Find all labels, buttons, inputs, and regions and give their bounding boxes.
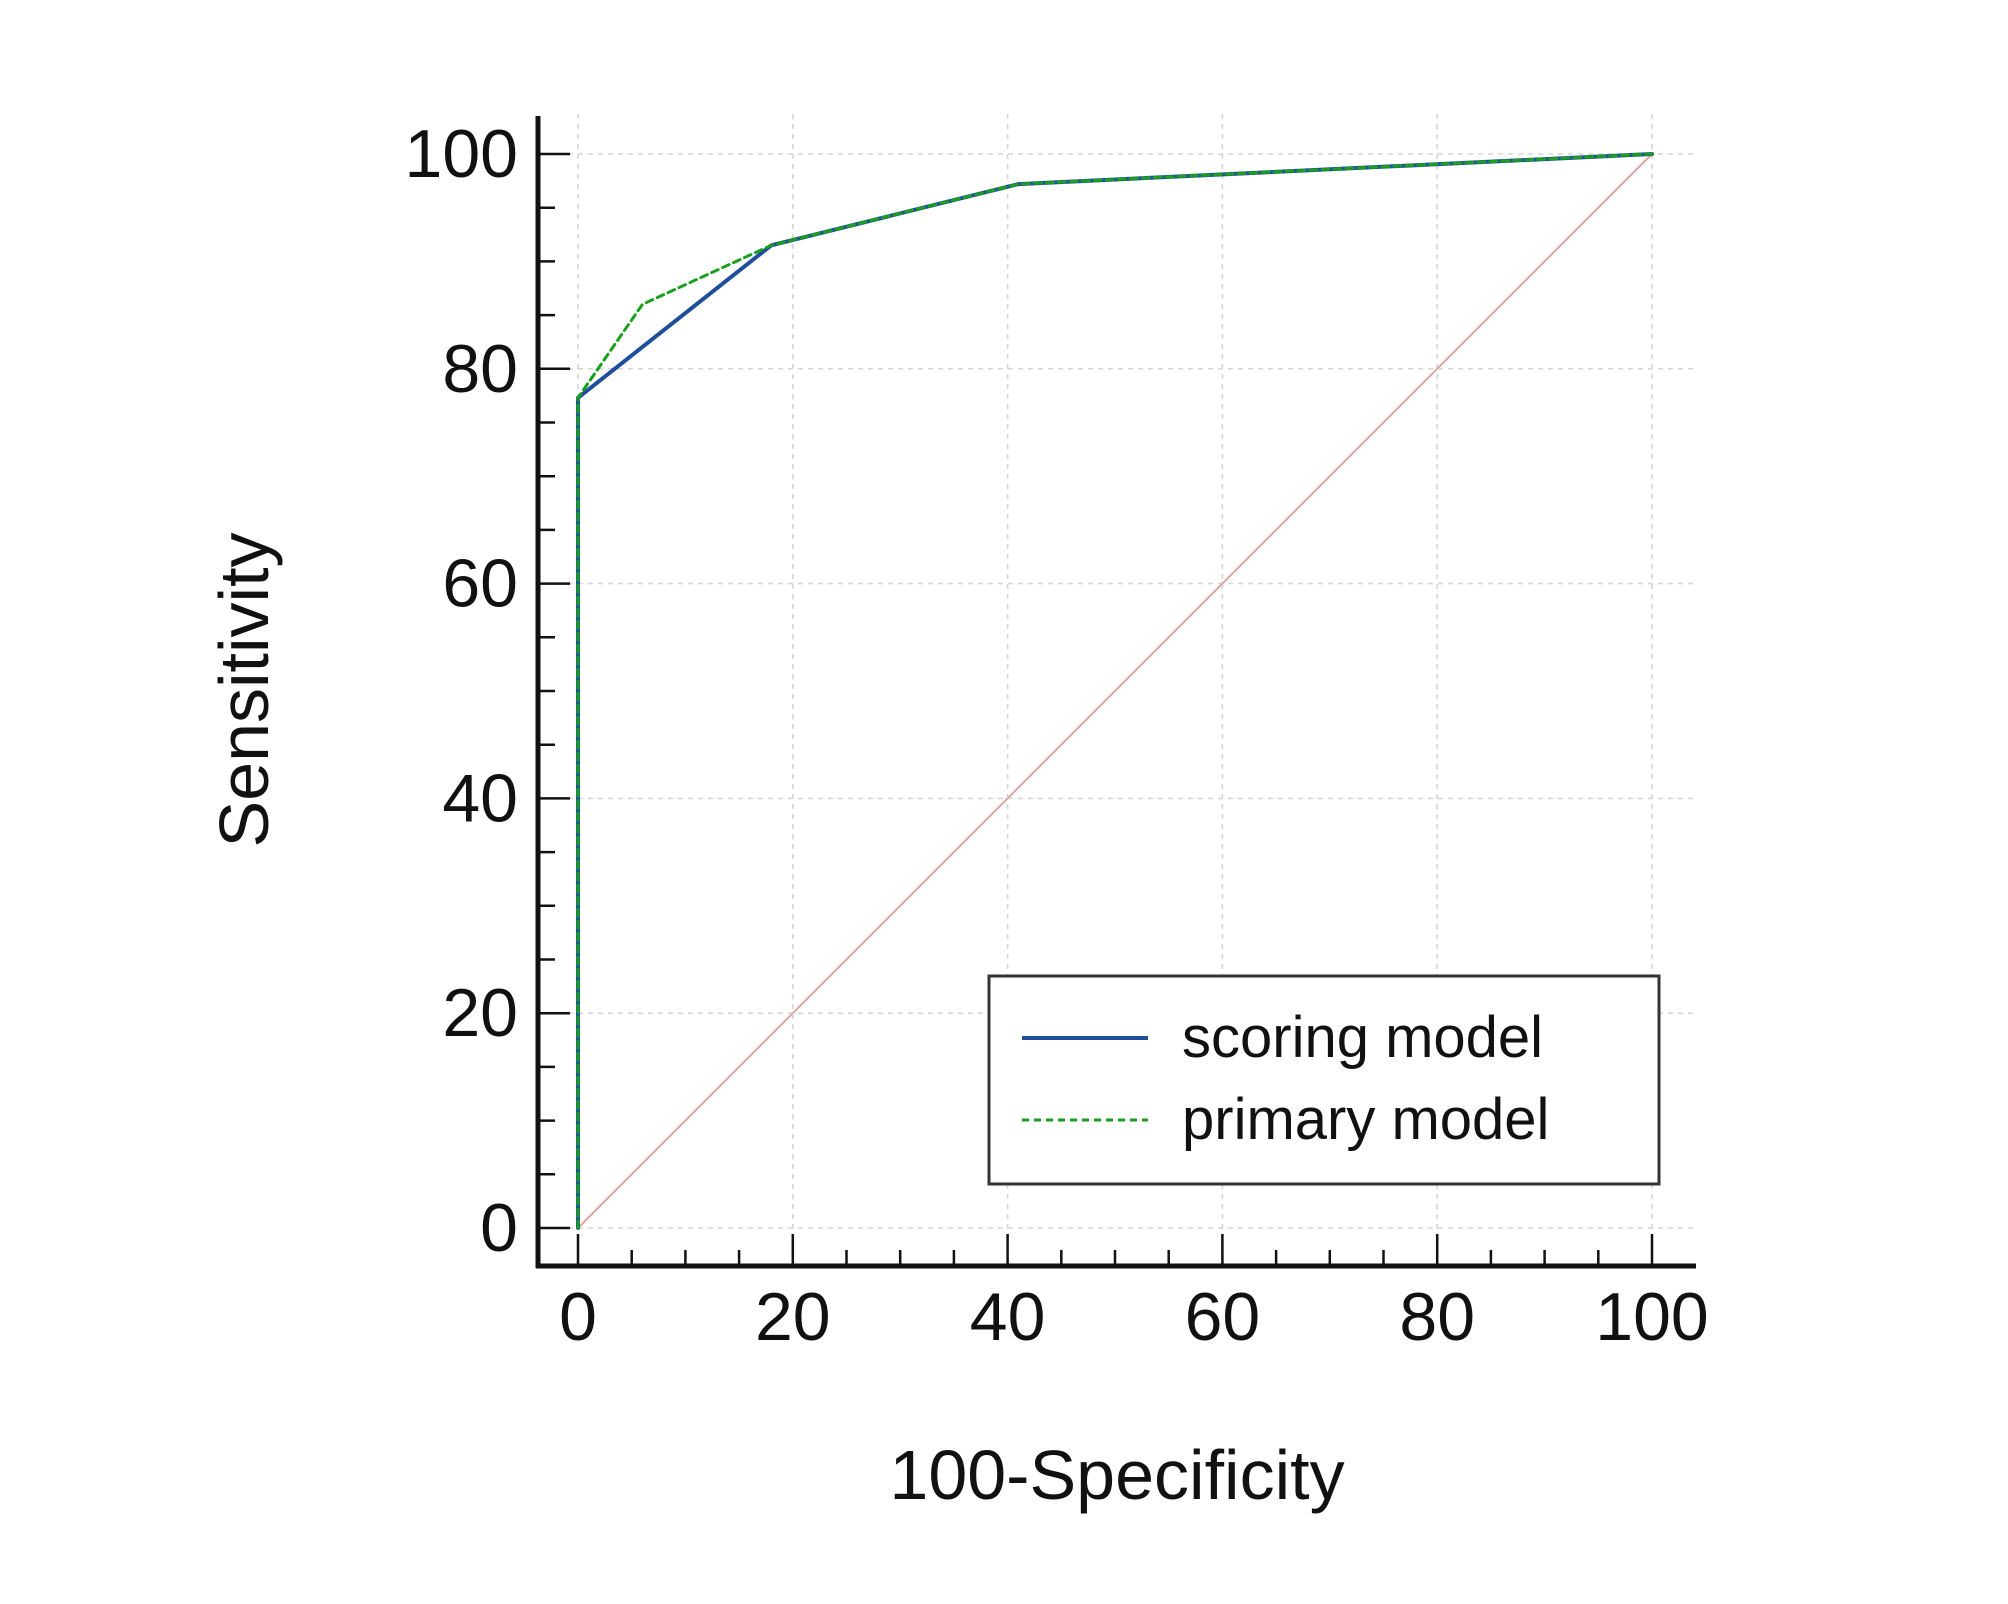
reference-diagonal-line [577, 153, 1653, 1229]
legend-primary-model-label: primary model [1182, 1087, 1549, 1152]
y-tick-label-1: 20 [442, 975, 518, 1051]
series-group [576, 152, 1654, 1230]
primary-model-line [576, 152, 1654, 1230]
y-axis-label: Sensitivity [205, 532, 283, 847]
legend-box [987, 974, 1661, 1186]
x-tick-label-2: 40 [970, 1279, 1046, 1355]
ticks: 0 20 40 60 80 100 0 20 40 60 80 100 [405, 116, 1709, 1355]
x-tick-label-0: 0 [559, 1279, 597, 1355]
x-tick-label-1: 20 [755, 1279, 831, 1355]
y-tick-label-0: 0 [480, 1190, 518, 1266]
x-tick-label-4: 80 [1399, 1279, 1475, 1355]
legend-scoring-model-label: scoring model [1182, 1005, 1543, 1070]
x-tick-label-3: 60 [1185, 1279, 1261, 1355]
x-axis-label: 100-Specificity [889, 1436, 1344, 1514]
y-tick-label-5: 100 [405, 116, 518, 192]
y-tick-label-3: 60 [442, 546, 518, 622]
legend: scoring model primary model [987, 974, 1661, 1186]
x-tick-label-5: 100 [1595, 1279, 1708, 1355]
y-tick-label-2: 40 [442, 760, 518, 836]
y-tick-label-4: 80 [442, 331, 518, 407]
